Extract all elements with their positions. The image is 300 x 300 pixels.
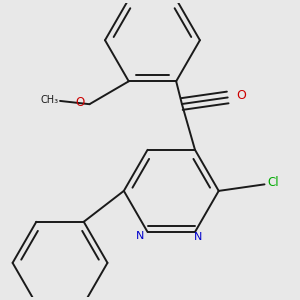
Text: Cl: Cl (268, 176, 279, 189)
Text: CH₃: CH₃ (40, 95, 58, 105)
Text: N: N (136, 231, 145, 241)
Text: O: O (236, 89, 246, 102)
Text: N: N (194, 232, 202, 242)
Text: O: O (75, 96, 85, 109)
